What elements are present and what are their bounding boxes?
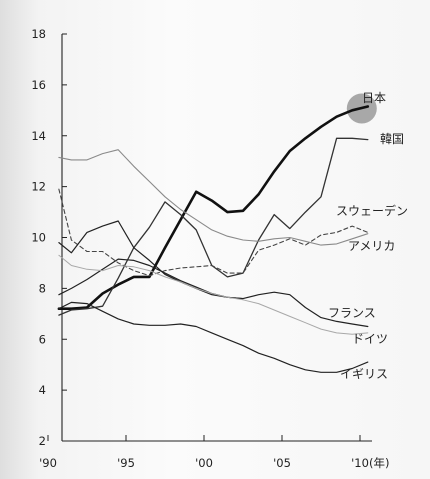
series-line	[57, 105, 370, 311]
y-tick-label: 10	[31, 231, 46, 245]
y-tick-label: 6	[39, 332, 46, 346]
series-lines	[57, 105, 370, 373]
x-tick-label: '95	[117, 456, 135, 470]
x-tick-label: '00	[195, 456, 213, 470]
axes	[61, 34, 372, 442]
x-tick-label: '10	[351, 456, 369, 470]
y-tick-label: 18	[31, 27, 46, 41]
series-label: アメリカ	[348, 239, 395, 253]
series-label: スウェーデン	[336, 203, 408, 218]
series-label: フランス	[328, 306, 376, 320]
series-label: ドイツ	[352, 332, 388, 346]
series-line	[58, 137, 369, 316]
y-tick-label: 16	[31, 78, 46, 92]
y-tick-label: 12	[31, 180, 46, 194]
x-tick-label: '90	[39, 456, 57, 470]
y-tick-label: 14	[31, 129, 46, 143]
series-label: 韓国	[380, 132, 404, 146]
series-line	[58, 188, 369, 277]
series-line	[58, 254, 369, 335]
axis-ticks: 2 4 6 8 10 12 14 16 18 '90 '95 '00 '05 '10	[31, 27, 369, 470]
x-axis-unit-label: (年)	[369, 456, 389, 470]
series-line	[58, 149, 369, 246]
series-line	[58, 220, 244, 300]
x-tick-label: '05	[273, 456, 291, 470]
series-label: イギリス	[340, 367, 388, 381]
y-tick-label: 8	[39, 281, 46, 295]
series-label: 日本	[362, 91, 386, 105]
series-line	[58, 301, 369, 373]
y-tick-label: 2	[39, 434, 46, 448]
y-tick-label: 4	[39, 383, 46, 397]
